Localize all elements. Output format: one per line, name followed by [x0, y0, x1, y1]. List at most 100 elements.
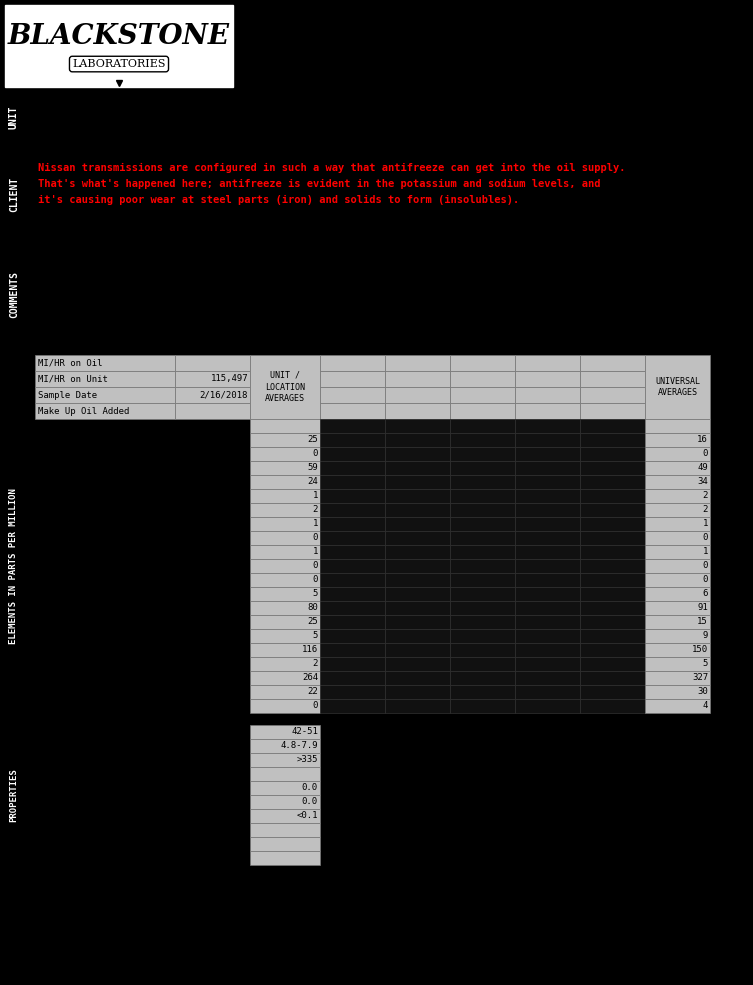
Bar [385, 433, 450, 447]
Bar [450, 573, 515, 587]
Text: 5: 5 [703, 660, 708, 669]
Bar [450, 699, 515, 713]
Bar [515, 387, 580, 403]
Bar [250, 503, 320, 517]
Bar [515, 419, 580, 433]
Bar [580, 403, 645, 419]
Bar [645, 657, 710, 671]
Bar [515, 517, 580, 531]
Bar [515, 615, 580, 629]
Text: COMMENTS: COMMENTS [9, 271, 19, 317]
Bar [645, 503, 710, 517]
Text: 0: 0 [703, 449, 708, 458]
Text: 30: 30 [697, 688, 708, 696]
Bar [175, 387, 250, 403]
Bar [515, 657, 580, 671]
Bar [450, 643, 515, 657]
Bar [450, 433, 515, 447]
Bar [580, 629, 645, 643]
Bar [250, 629, 320, 643]
Bar [645, 685, 710, 699]
Bar [450, 503, 515, 517]
Bar [385, 489, 450, 503]
Text: 16: 16 [697, 435, 708, 444]
Text: <0.1: <0.1 [297, 812, 318, 821]
Bar [645, 671, 710, 685]
Bar [580, 517, 645, 531]
Bar [450, 355, 515, 371]
Text: 24: 24 [307, 478, 318, 487]
Bar [450, 657, 515, 671]
Bar [250, 587, 320, 601]
Bar [320, 685, 385, 699]
Text: Nissan transmissions are configured in such a way that antifreeze can get into t: Nissan transmissions are configured in s… [38, 163, 626, 173]
Bar [515, 601, 580, 615]
Bar [385, 387, 450, 403]
Bar [320, 475, 385, 489]
Text: 2: 2 [703, 505, 708, 514]
Bar [580, 433, 645, 447]
Bar [385, 615, 450, 629]
Bar [645, 517, 710, 531]
Bar [450, 517, 515, 531]
Bar [580, 643, 645, 657]
Bar [320, 489, 385, 503]
Bar [385, 371, 450, 387]
Text: it's causing poor wear at steel parts (iron) and solids to form (insolubles).: it's causing poor wear at steel parts (i… [38, 195, 520, 205]
Bar [250, 531, 320, 545]
Bar [250, 809, 320, 823]
Bar [320, 355, 385, 371]
Text: 0: 0 [312, 449, 318, 458]
Bar [320, 601, 385, 615]
Bar [35, 403, 175, 419]
Bar [250, 851, 320, 865]
Bar [320, 447, 385, 461]
Bar [450, 545, 515, 559]
Text: 91: 91 [697, 604, 708, 613]
Bar [320, 531, 385, 545]
Text: 25: 25 [307, 435, 318, 444]
Bar [250, 781, 320, 795]
Bar [645, 489, 710, 503]
Bar [35, 371, 175, 387]
Text: 0: 0 [312, 534, 318, 543]
Bar [450, 475, 515, 489]
Bar [645, 629, 710, 643]
Bar [320, 517, 385, 531]
Bar [580, 503, 645, 517]
Text: 5: 5 [312, 631, 318, 640]
Text: 264: 264 [302, 674, 318, 683]
Bar [250, 355, 320, 419]
Bar [385, 355, 450, 371]
Bar [320, 615, 385, 629]
Bar [580, 461, 645, 475]
Bar [385, 629, 450, 643]
Text: 1: 1 [703, 519, 708, 529]
Bar [320, 433, 385, 447]
Bar [580, 587, 645, 601]
Bar [580, 447, 645, 461]
Bar [645, 615, 710, 629]
Text: 115,497: 115,497 [210, 374, 248, 383]
Bar [580, 371, 645, 387]
Bar [645, 587, 710, 601]
Text: PROPERTIES: PROPERTIES [10, 768, 19, 821]
Text: >335: >335 [297, 755, 318, 764]
Text: 2: 2 [703, 492, 708, 500]
Bar [515, 671, 580, 685]
Bar [450, 531, 515, 545]
Text: LABORATORIES: LABORATORIES [72, 59, 166, 69]
Bar [320, 573, 385, 587]
Bar [515, 489, 580, 503]
Bar [515, 503, 580, 517]
Bar [645, 355, 710, 419]
Bar [580, 531, 645, 545]
Text: 4: 4 [703, 701, 708, 710]
Bar [385, 517, 450, 531]
Bar [250, 447, 320, 461]
Bar [385, 461, 450, 475]
Bar [580, 545, 645, 559]
Bar [450, 419, 515, 433]
Text: 0.0: 0.0 [302, 798, 318, 807]
Bar [250, 795, 320, 809]
